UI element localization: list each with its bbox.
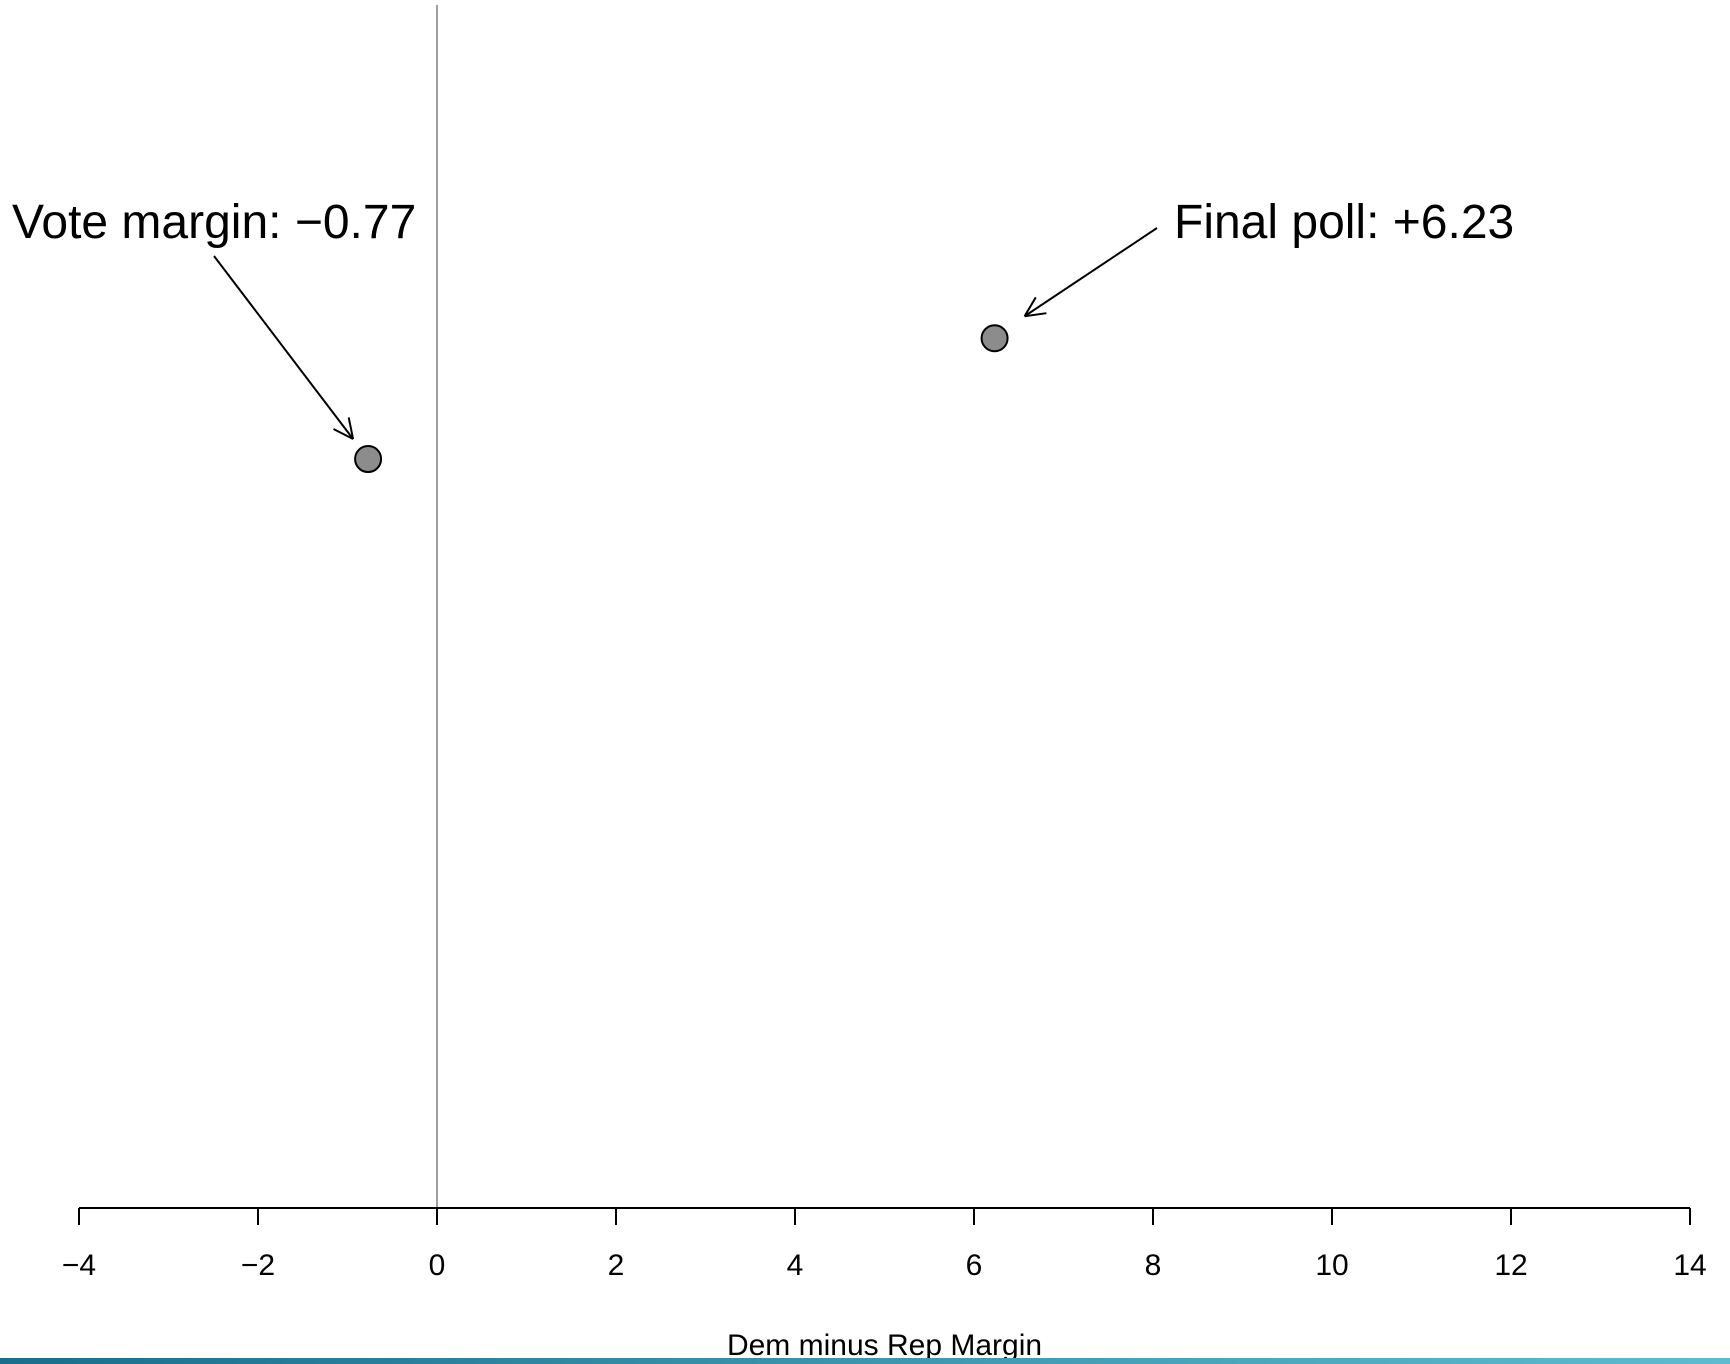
arrow-head [333, 428, 354, 440]
x-tick-label: −2 [241, 1249, 275, 1282]
x-tick-label: 0 [429, 1249, 446, 1282]
x-tick-label: 6 [966, 1249, 983, 1282]
arrow-head [1024, 312, 1047, 318]
x-tick-label: 10 [1315, 1249, 1348, 1282]
x-tick-label: −4 [62, 1249, 96, 1282]
arrow-shaft [1024, 227, 1158, 318]
x-axis: −4 −2 0 2 4 6 8 10 12 14 [62, 1207, 1707, 1282]
final-poll-point [980, 324, 1009, 353]
vote-margin-arrow [213, 255, 355, 440]
data-points [354, 324, 1009, 474]
x-tick-label: 8 [1145, 1249, 1162, 1282]
x-tick-label: 2 [608, 1249, 625, 1282]
x-ticks: −4 −2 0 2 4 6 8 10 12 14 [62, 1208, 1707, 1282]
final-poll-arrow [1023, 227, 1158, 318]
arrow-head [1023, 296, 1037, 317]
vote-margin-annotation: Vote margin: −0.77 [12, 196, 416, 249]
x-tick-label: 12 [1494, 1249, 1527, 1282]
x-tick-label: 4 [787, 1249, 804, 1282]
vote-margin-point [354, 445, 383, 474]
arrow-head [347, 417, 355, 440]
bottom-accent-bar [0, 1358, 1730, 1364]
x-tick-label: 14 [1673, 1249, 1706, 1282]
final-poll-annotation: Final poll: +6.23 [1174, 196, 1514, 249]
arrow-shaft [213, 255, 354, 440]
annotations: Vote margin: −0.77 Final poll: +6.23 [12, 196, 1514, 440]
x-axis-title: Dem minus Rep Margin [727, 1329, 1042, 1362]
